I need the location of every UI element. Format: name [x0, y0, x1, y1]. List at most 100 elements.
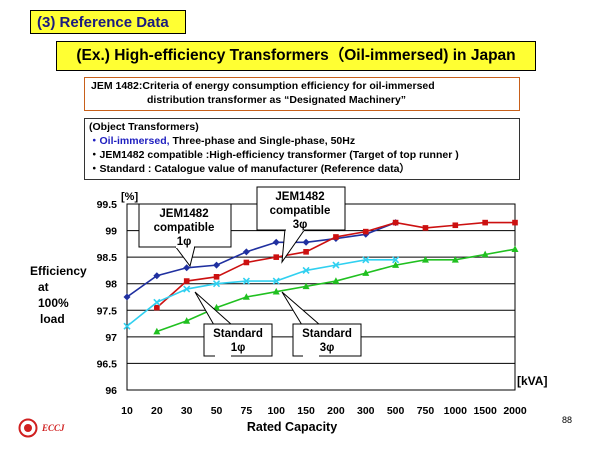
- data-point: [123, 293, 131, 301]
- eccj-logo-icon: [18, 418, 38, 438]
- data-point: [153, 298, 161, 306]
- data-point: [303, 249, 309, 255]
- data-point: [421, 256, 429, 263]
- data-point: [362, 228, 369, 235]
- callout-text: Standard: [302, 328, 352, 340]
- data-point: [362, 256, 370, 264]
- y-tick-label: 99.5: [97, 199, 118, 211]
- x-tick-label: 2000: [503, 405, 527, 417]
- data-point: [512, 219, 518, 226]
- x-tick-label: 20: [151, 405, 163, 417]
- y-axis-title: load: [40, 312, 65, 326]
- y-unit-label: [%]: [121, 191, 138, 203]
- x-tick-label: 1000: [444, 405, 468, 417]
- y-axis-title: at: [38, 280, 49, 294]
- y-tick-label: 96.5: [97, 358, 118, 370]
- y-tick-label: 97.5: [97, 305, 118, 317]
- data-point: [481, 250, 489, 258]
- callout-pointer: [194, 291, 234, 326]
- object-bullet-1-rest: Three-phase and Single-phase, 50Hz: [169, 135, 356, 147]
- series-line: [126, 258, 396, 327]
- data-point: [392, 261, 400, 268]
- data-point: [273, 254, 280, 260]
- callout-text: Standard: [213, 328, 263, 340]
- x-tick-label: 100: [267, 405, 285, 417]
- y-axis-title: Efficiency: [30, 264, 87, 278]
- y-tick-label: 99: [105, 226, 117, 238]
- data-point: [242, 293, 250, 300]
- data-point: [123, 322, 131, 330]
- x-tick-label: 500: [387, 405, 405, 417]
- callout-box: [138, 203, 232, 248]
- callout-text: 3φ: [320, 342, 335, 354]
- data-point: [212, 280, 221, 288]
- data-point: [302, 282, 310, 290]
- x-tick-label: 75: [241, 405, 253, 417]
- x-tick-label: 150: [297, 405, 315, 417]
- x-tick-label: 1500: [473, 405, 497, 417]
- data-point: [153, 327, 161, 335]
- page-number: 88: [562, 415, 573, 425]
- x-tick-label: 300: [357, 405, 375, 417]
- data-point: [302, 238, 310, 246]
- callout-text: compatible: [270, 205, 331, 217]
- data-point: [362, 269, 370, 276]
- jem-criteria-box: JEM 1482:Criteria of energy consumption …: [84, 77, 520, 111]
- data-point: [332, 277, 340, 284]
- jem-line2: distribution transformer as “Designated …: [147, 94, 407, 106]
- x-unit-label: [kVA]: [517, 374, 547, 388]
- object-bullet-3: ・Standard : Catalogue value of manufactu…: [89, 163, 410, 175]
- data-point: [183, 285, 191, 293]
- data-point: [392, 256, 400, 264]
- callout-text: JEM1482: [159, 208, 208, 220]
- data-point: [332, 261, 340, 269]
- object-bullet-1-blue: ・Oil-immersed,: [89, 135, 170, 147]
- callout-text: 1φ: [177, 236, 192, 248]
- callout-box: [203, 323, 273, 357]
- data-point: [153, 272, 161, 280]
- data-point: [154, 304, 160, 311]
- data-point: [333, 234, 339, 240]
- eccj-logo-text: ECCJ: [42, 423, 65, 433]
- y-tick-label: 97: [105, 332, 117, 344]
- callout-text: JEM1482: [275, 191, 324, 203]
- slide-title: (Ex.) High-efficiency Transformers（Oil-i…: [56, 41, 536, 71]
- data-point: [272, 238, 280, 246]
- callout-text: compatible: [154, 222, 215, 234]
- object-bullet-2: ・JEM1482 compatible :High-efficiency tra…: [89, 149, 459, 161]
- callout-pointer: [281, 291, 322, 326]
- data-point: [242, 248, 250, 256]
- y-tick-label: 98: [105, 279, 117, 291]
- data-point: [302, 266, 310, 274]
- data-point: [183, 264, 191, 272]
- callout-box: [292, 323, 362, 357]
- object-transformers-box: (Object Transformers) ・Oil-immersed, Thr…: [84, 118, 520, 180]
- section-tag: (3) Reference Data: [30, 10, 186, 34]
- x-tick-label: 50: [211, 405, 223, 417]
- data-point: [511, 245, 519, 252]
- callout-box: [256, 186, 346, 231]
- callout-pointer: [174, 245, 196, 268]
- data-point: [243, 259, 250, 266]
- callout-text: 1φ: [231, 342, 246, 354]
- data-point: [422, 225, 429, 231]
- series-line: [126, 221, 396, 298]
- data-point: [183, 317, 191, 324]
- data-point: [272, 287, 280, 295]
- y-axis-title: 100%: [38, 296, 69, 310]
- x-tick-label: 750: [417, 405, 435, 417]
- y-tick-label: 96: [105, 385, 117, 397]
- data-point: [452, 222, 459, 229]
- data-point: [183, 278, 190, 284]
- y-tick-label: 98.5: [97, 252, 118, 264]
- data-point: [482, 219, 488, 226]
- object-bullet-1: ・Oil-immersed, Three-phase and Single-ph…: [89, 134, 515, 148]
- x-tick-label: 200: [327, 405, 345, 417]
- object-heading: (Object Transformers): [89, 121, 199, 133]
- x-tick-label: 10: [121, 405, 133, 417]
- data-point: [213, 274, 220, 280]
- data-point: [392, 219, 399, 226]
- data-point: [213, 303, 221, 311]
- data-point: [242, 277, 250, 285]
